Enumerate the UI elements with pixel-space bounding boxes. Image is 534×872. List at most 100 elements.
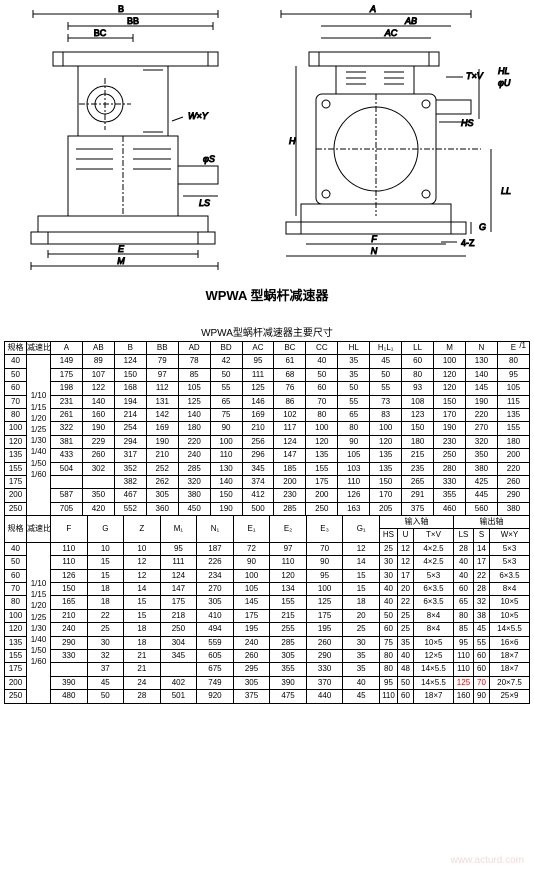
col-h: U (397, 529, 413, 542)
data-cell: 40 (379, 596, 397, 609)
data-cell: 220 (497, 462, 529, 475)
data-cell: 40 (379, 583, 397, 596)
col-h: E₂ (270, 516, 307, 543)
data-cell: 112 (146, 382, 178, 395)
data-cell: 35 (338, 368, 370, 381)
watermark: www.acturd.com (451, 855, 524, 866)
data-cell: 30 (87, 636, 124, 649)
data-cell: 35 (343, 663, 380, 676)
data-cell: 22 (473, 569, 489, 582)
data-cell: 61 (274, 355, 306, 368)
data-cell: 220 (465, 408, 497, 421)
data-cell: 22 (397, 596, 413, 609)
data-cell: 122 (82, 382, 114, 395)
data-cell: 18 (87, 596, 124, 609)
data-cell: 294 (114, 435, 146, 448)
data-cell: 25×9 (489, 690, 529, 703)
col-h: BD (210, 342, 242, 355)
data-cell: 180 (402, 435, 434, 448)
table-row: 12024025182504941952551952560258×4854514… (5, 623, 530, 636)
data-cell: 170 (370, 489, 402, 502)
data-cell: 350 (82, 489, 114, 502)
data-cell: 381 (51, 435, 83, 448)
data-cell: 25 (397, 623, 413, 636)
spec-cell: 80 (5, 408, 27, 421)
svg-text:T×V: T×V (466, 71, 484, 81)
data-cell: 402 (160, 676, 197, 689)
table-row: 8016518151753051451551251840226×3.565321… (5, 596, 530, 609)
col-h: T×V (413, 529, 453, 542)
data-cell: 235 (402, 462, 434, 475)
data-cell: 180 (497, 435, 529, 448)
data-cell: 255 (270, 623, 307, 636)
data-cell: 552 (114, 502, 146, 515)
spec-cell: 250 (5, 690, 27, 703)
svg-text:A: A (369, 4, 376, 14)
data-cell: 90 (233, 556, 270, 569)
col-h: HL (338, 342, 370, 355)
data-cell: 210 (51, 609, 88, 622)
spec-cell: 80 (5, 596, 27, 609)
data-cell: 135 (370, 449, 402, 462)
spec-cell: 60 (5, 569, 27, 582)
data-cell: 108 (402, 395, 434, 408)
data-cell: 185 (274, 462, 306, 475)
data-cell: 14 (124, 583, 161, 596)
data-cell: 305 (270, 649, 307, 662)
data-cell: 70 (473, 676, 489, 689)
data-cell: 10 (87, 542, 124, 555)
data-cell: 65 (210, 395, 242, 408)
data-cell: 60 (473, 663, 489, 676)
data-cell: 40 (306, 355, 338, 368)
data-cell: 25 (343, 623, 380, 636)
data-cell: 330 (434, 475, 466, 488)
data-cell: 60 (379, 623, 397, 636)
data-cell: 749 (197, 676, 234, 689)
data-cell (160, 663, 197, 676)
data-cell: 322 (51, 422, 83, 435)
data-cell: 150 (51, 583, 88, 596)
spec-cell: 135 (5, 449, 27, 462)
table-row: 401/101/151/201/251/301/401/501/60110101… (5, 542, 530, 555)
data-cell: 18 (343, 596, 380, 609)
data-cell: 73 (370, 395, 402, 408)
data-cell: 120 (306, 435, 338, 448)
data-cell: 169 (242, 408, 274, 421)
data-cell: 65 (453, 596, 473, 609)
data-cell: 240 (178, 449, 210, 462)
data-cell: 145 (465, 382, 497, 395)
data-cell: 140 (465, 368, 497, 381)
data-cell: 215 (402, 449, 434, 462)
data-cell: 14×5.5 (489, 623, 529, 636)
table-row: 1753822623201403742001751101502653304252… (5, 475, 530, 488)
data-cell: 260 (497, 475, 529, 488)
data-cell: 45 (343, 690, 380, 703)
main-title: WPWA 型蜗杆减速器 (4, 285, 530, 304)
dimensions-table-2: 规格 减速比 F G Z M₁ N₁ E₁ E₂ E₃ G₁ 输入轴 输出轴 H… (4, 515, 530, 703)
data-cell: 198 (51, 382, 83, 395)
data-cell: 410 (197, 609, 234, 622)
data-cell: 175 (306, 475, 338, 488)
data-cell: 105 (338, 449, 370, 462)
data-cell: 95 (160, 542, 197, 555)
data-cell: 210 (242, 422, 274, 435)
data-cell: 256 (242, 435, 274, 448)
ratio-header: 减速比 (27, 342, 51, 355)
data-cell: 305 (146, 489, 178, 502)
data-cell: 102 (274, 408, 306, 421)
data-cell: 317 (114, 449, 146, 462)
data-cell: 195 (233, 623, 270, 636)
table-row: 1555043023522522851303451851551031352352… (5, 462, 530, 475)
data-cell: 25 (397, 609, 413, 622)
ratio-cell: 1/101/151/201/251/301/401/501/60 (27, 355, 51, 516)
table-row: 7023114019413112565146867055731081501901… (5, 395, 530, 408)
data-cell: 60 (397, 690, 413, 703)
data-cell: 291 (402, 489, 434, 502)
data-cell: 10×5 (489, 609, 529, 622)
data-cell: 150 (114, 368, 146, 381)
data-cell: 85 (453, 623, 473, 636)
data-cell: 110 (270, 556, 307, 569)
data-cell: 15 (87, 569, 124, 582)
data-cell: 200 (497, 449, 529, 462)
data-cell: 55 (370, 382, 402, 395)
